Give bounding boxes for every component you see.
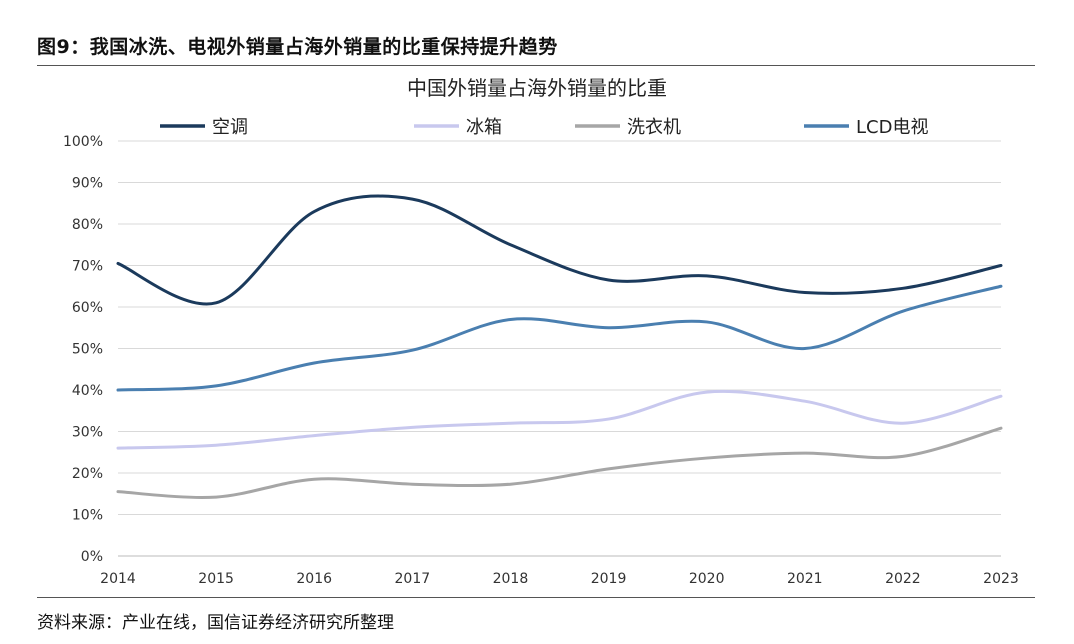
source-note: 资料来源：产业在线，国信证券经济研究所整理 [37,613,394,633]
y-tick-label: 40% [72,383,103,399]
x-tick-label: 2015 [198,571,234,587]
series-line-冰箱 [116,389,1003,450]
legend-label: 冰箱 [466,117,502,138]
figure-title: 图9：我国冰洗、电视外销量占海外销量的比重保持提升趋势 [37,36,558,58]
y-tick-label: 80% [72,217,103,233]
y-tick-label: 20% [72,466,103,482]
legend-label: LCD电视 [856,117,928,138]
legend-label: 空调 [212,117,248,138]
y-tick-label: 10% [72,508,103,524]
y-tick-label: 70% [72,259,103,275]
x-tick-label: 2014 [100,571,136,587]
x-tick-label: 2023 [983,571,1019,587]
x-tick-label: 2016 [296,571,332,587]
y-tick-label: 30% [72,425,103,441]
legend-label: 洗衣机 [627,117,681,138]
top-divider [37,65,1035,66]
bottom-divider [37,597,1035,598]
series-line-洗衣机 [116,426,1003,499]
y-tick-label: 50% [72,342,103,358]
series-line-LCD电视 [116,284,1003,392]
chart-title: 中国外销量占海外销量的比重 [407,76,667,100]
series-line-空调 [116,194,1003,306]
x-tick-label: 2020 [689,571,725,587]
y-tick-label: 60% [72,300,103,316]
x-tick-label: 2021 [787,571,823,587]
y-tick-label: 100% [63,134,103,150]
x-tick-label: 2022 [885,571,921,587]
x-tick-label: 2019 [591,571,627,587]
x-tick-label: 2018 [493,571,529,587]
x-tick-label: 2017 [395,571,431,587]
y-tick-label: 90% [72,176,103,192]
y-tick-label: 0% [81,549,103,565]
